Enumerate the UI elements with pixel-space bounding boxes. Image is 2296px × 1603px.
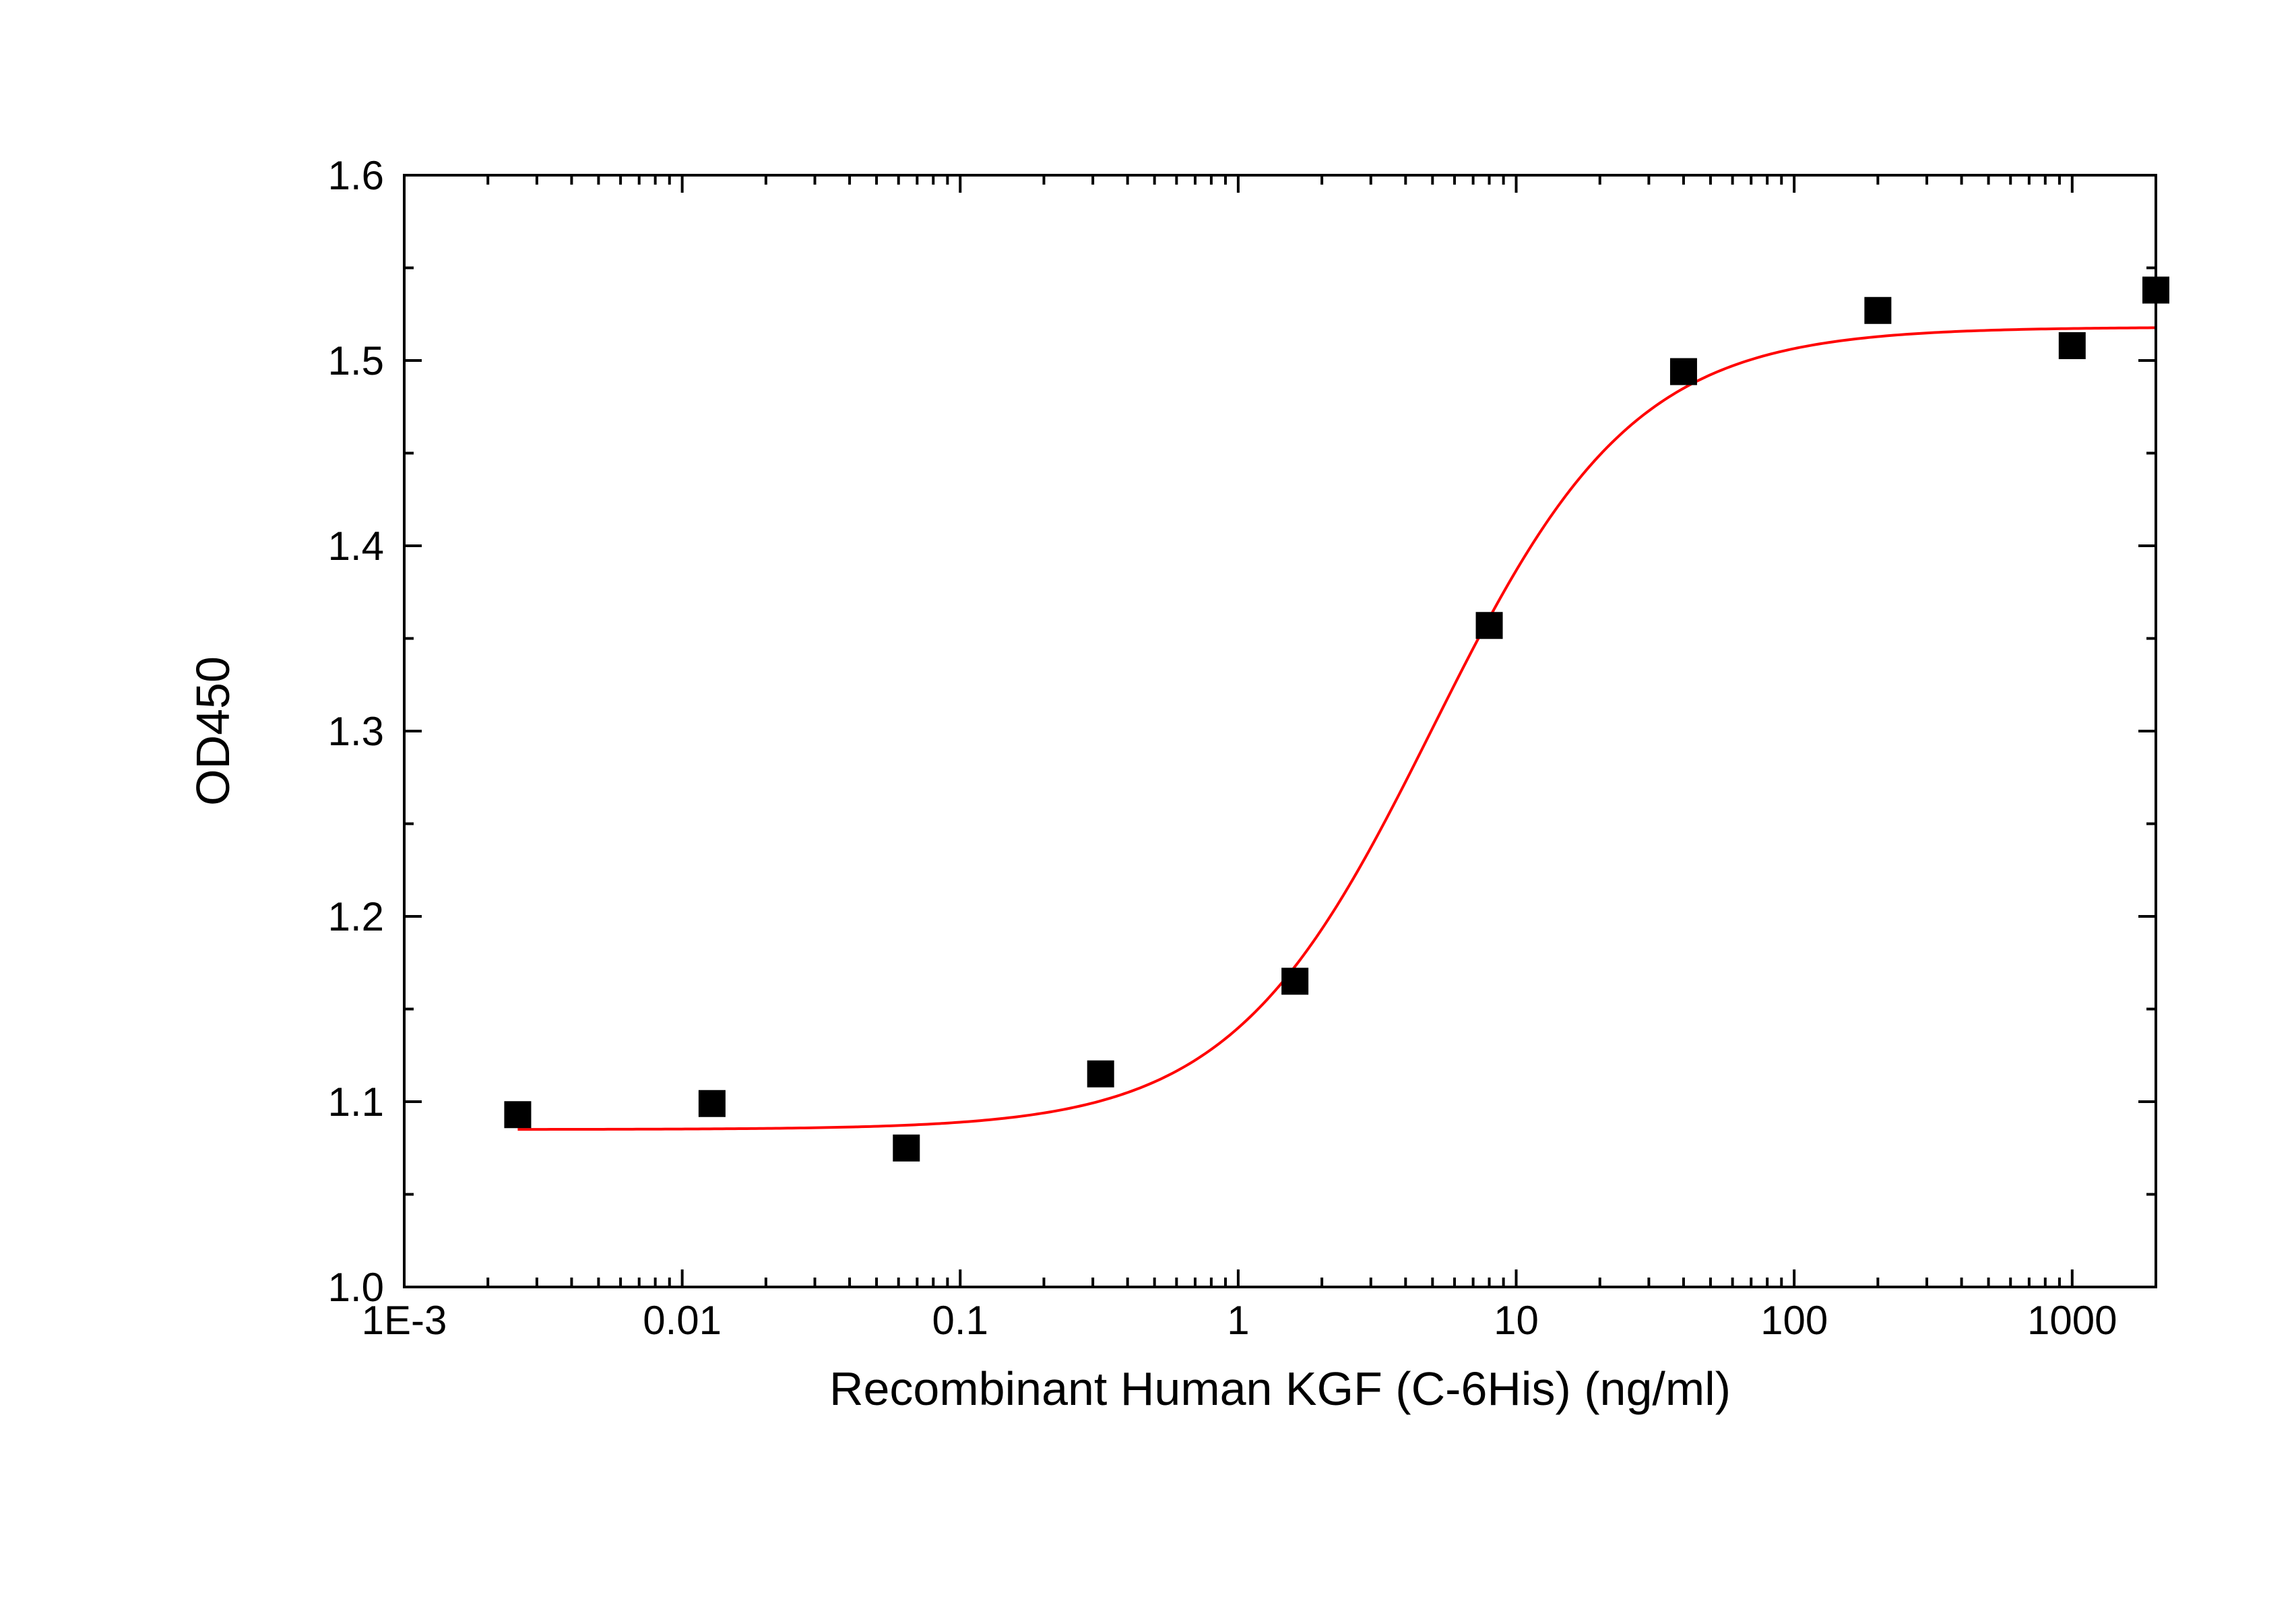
data-point	[1281, 968, 1308, 995]
x-tick-label: 10	[1494, 1298, 1539, 1343]
data-point	[893, 1135, 920, 1162]
data-point	[1864, 297, 1891, 324]
y-axis-label: OD450	[187, 656, 239, 806]
y-tick-label: 1.0	[328, 1265, 384, 1310]
dose-response-chart: 1E-30.010.111010010001.01.11.21.31.41.51…	[0, 0, 2296, 1603]
data-point	[2059, 332, 2086, 359]
x-tick-label: 0.01	[643, 1298, 722, 1343]
y-tick-label: 1.4	[328, 524, 384, 569]
data-point	[1087, 1061, 1114, 1088]
x-tick-label: 1000	[2027, 1298, 2117, 1343]
y-tick-label: 1.3	[328, 709, 384, 754]
y-tick-label: 1.6	[328, 153, 384, 198]
y-tick-label: 1.5	[328, 338, 384, 383]
data-point	[504, 1101, 531, 1128]
x-tick-label: 0.1	[932, 1298, 988, 1343]
y-tick-label: 1.2	[328, 894, 384, 939]
y-tick-label: 1.1	[328, 1079, 384, 1125]
chart-container: 1E-30.010.111010010001.01.11.21.31.41.51…	[0, 0, 2296, 1603]
data-point	[699, 1090, 726, 1117]
data-point	[1670, 358, 1697, 385]
x-tick-label: 100	[1760, 1298, 1828, 1343]
x-axis-label: Recombinant Human KGF (C-6His) (ng/ml)	[829, 1362, 1731, 1415]
data-point	[1476, 612, 1503, 639]
x-tick-label: 1	[1227, 1298, 1249, 1343]
